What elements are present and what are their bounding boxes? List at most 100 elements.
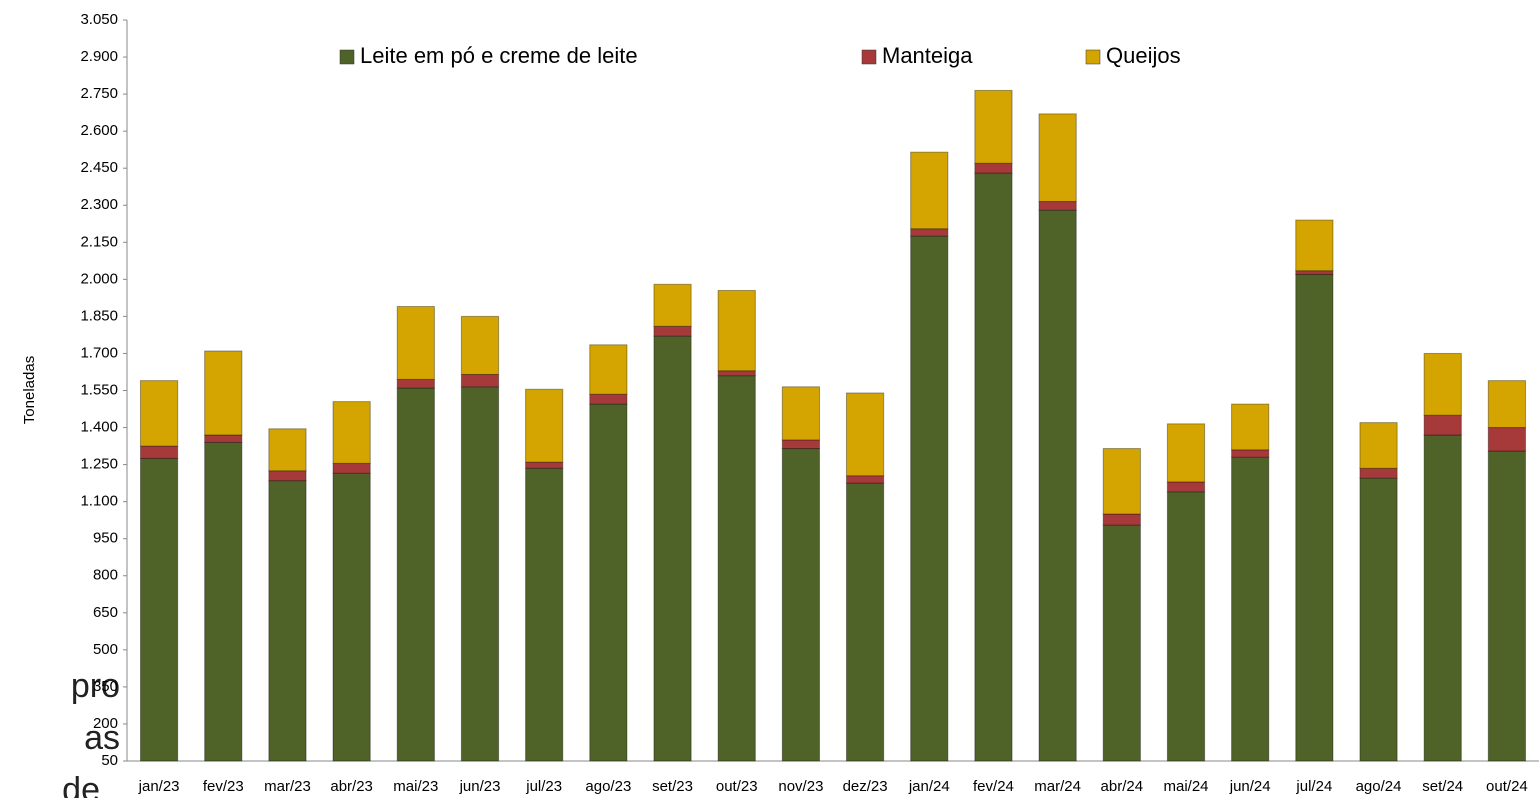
y-tick-label: 500 (93, 641, 118, 658)
bar-segment (1295, 270, 1334, 275)
bar-segment (845, 392, 885, 477)
legend-swatch (339, 49, 355, 65)
y-tick-label: 1.700 (80, 344, 118, 361)
x-tick-label: mai/24 (1163, 778, 1208, 795)
legend-label: Queijos (1106, 43, 1181, 68)
bar-segment (653, 335, 692, 762)
y-tick-label: 2.150 (80, 233, 118, 250)
bar-segment (460, 315, 500, 375)
bar-segment (139, 445, 179, 459)
y-tick-label: 2.750 (80, 85, 118, 102)
bar-segment (332, 401, 371, 464)
bar-segment (1359, 477, 1398, 762)
x-tick-label: mar/23 (264, 778, 311, 795)
bar-segment (717, 370, 756, 377)
bar-segment (268, 470, 307, 482)
y-tick-label: 1.100 (80, 493, 118, 510)
bar-segment (910, 228, 949, 237)
bar-segment (139, 380, 179, 447)
bar-segment (845, 475, 885, 484)
bar-segment (910, 235, 949, 762)
y-tick-label: 200 (93, 715, 118, 732)
bar-segment (717, 375, 756, 762)
bar-segment (653, 325, 692, 337)
bar-segment (460, 373, 500, 388)
y-tick-label: 2.900 (80, 48, 118, 65)
bar-segment (1038, 113, 1077, 203)
y-tick-label: 2.300 (80, 196, 118, 213)
bar-segment (268, 428, 307, 472)
bar-segment (525, 388, 564, 463)
bar-segment (332, 472, 371, 762)
y-tick-label: 2.450 (80, 159, 118, 176)
x-tick-label: out/23 (716, 778, 758, 795)
bar-segment (781, 439, 821, 450)
bar-segment (204, 434, 243, 443)
bar-segment (1102, 513, 1141, 526)
y-tick-label: 1.400 (80, 419, 118, 436)
y-axis-label: Toneladas (21, 356, 38, 424)
x-tick-label: mai/23 (393, 778, 438, 795)
bar-segment (781, 448, 821, 762)
bar-segment (781, 386, 821, 441)
bar-segment (1102, 524, 1141, 762)
y-tick-label: 3.050 (80, 11, 118, 28)
bar-segment (204, 350, 243, 436)
x-tick-label: ago/24 (1356, 778, 1402, 795)
legend-label: Leite em pó e creme de leite (360, 43, 638, 68)
bar-segment (1038, 209, 1077, 762)
bar-segment (974, 162, 1013, 174)
bar-segment (845, 482, 885, 762)
legend-swatch (861, 49, 877, 65)
bar-segment (332, 462, 371, 474)
bar-segment (1423, 352, 1462, 416)
bar-segment (396, 306, 435, 380)
x-tick-label: set/23 (652, 778, 693, 795)
x-tick-label: mar/24 (1034, 778, 1081, 795)
x-tick-label: dez/23 (843, 778, 888, 795)
bar-segment (589, 403, 628, 762)
bar-segment (1166, 423, 1206, 483)
x-tick-label: jan/23 (138, 778, 180, 795)
bar-segment (589, 393, 628, 405)
bar-segment (1487, 450, 1527, 762)
bar-segment (589, 344, 628, 395)
bar-segment (1487, 380, 1527, 429)
bar-segment (974, 89, 1013, 164)
bar-segment (1359, 467, 1398, 479)
bar-segment (1231, 449, 1270, 458)
x-tick-label: out/24 (1486, 778, 1528, 795)
bar-segment (1295, 219, 1334, 272)
x-tick-label: ago/23 (585, 778, 631, 795)
x-tick-label: jul/23 (525, 778, 562, 795)
bar-segment (396, 387, 435, 762)
bar-segment (1166, 491, 1206, 762)
x-tick-label: jun/24 (1229, 778, 1271, 795)
x-tick-label: set/24 (1422, 778, 1463, 795)
bar-segment (1038, 201, 1077, 211)
y-tick-label: 350 (93, 678, 118, 695)
bar-segment (525, 461, 564, 469)
bar-segment (460, 386, 500, 762)
y-tick-label: 50 (101, 752, 118, 769)
bar-segment (717, 289, 756, 372)
bar-segment (396, 378, 435, 389)
bar-segment (525, 467, 564, 762)
y-tick-label: 1.550 (80, 381, 118, 398)
y-tick-label: 800 (93, 567, 118, 584)
y-tick-label: 950 (93, 530, 118, 547)
x-tick-label: abr/23 (330, 778, 373, 795)
y-tick-label: 650 (93, 604, 118, 621)
bar-segment (1102, 448, 1141, 515)
bar-segment (268, 480, 307, 762)
bar-segment (1231, 403, 1270, 451)
bar-segment (910, 151, 949, 230)
bar-segment (1423, 434, 1462, 762)
bar-segment (653, 283, 692, 327)
y-tick-label: 1.850 (80, 307, 118, 324)
bar-segment (139, 457, 179, 762)
x-tick-label: nov/23 (778, 778, 823, 795)
bar-segment (1231, 456, 1270, 762)
y-tick-label: 2.000 (80, 270, 118, 287)
